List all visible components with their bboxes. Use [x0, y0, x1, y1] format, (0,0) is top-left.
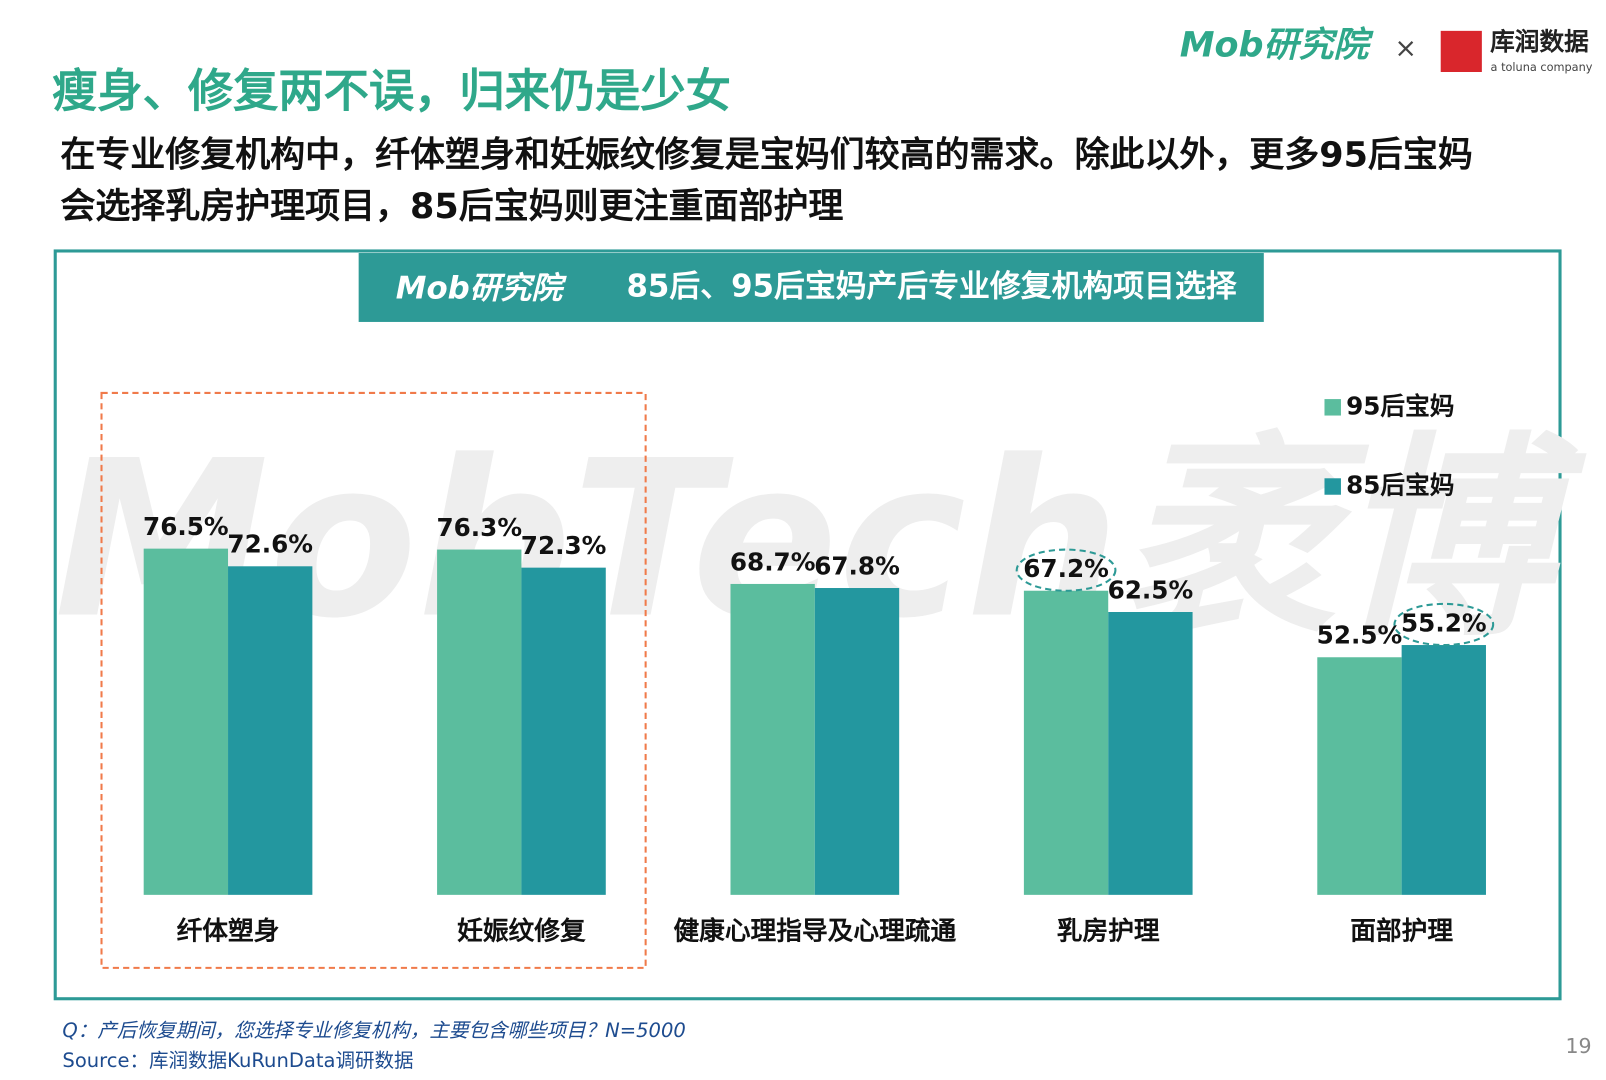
logo-mark: [1440, 30, 1482, 72]
data-label: 72.6%: [227, 530, 313, 559]
highlight-box: [100, 391, 647, 969]
subtitle-line: 在专业修复机构中，纤体塑身和妊娠纹修复是宝妈们较高的需求。除此以外，更多95后宝…: [60, 135, 1472, 175]
data-label: 68.7%: [730, 547, 816, 576]
bar: [228, 566, 313, 895]
plot: 纤体塑身 76.5%72.6% 妊娠纹修复 76.3%72.3% 健康心理指导及心理疏通…: [143, 391, 1495, 946]
data-label: 52.5%: [1317, 621, 1403, 650]
legend-swatch: [1324, 478, 1341, 495]
bar: [437, 549, 522, 895]
slide-title: 瘦身、修复两不误，归来仍是少女: [52, 65, 731, 118]
x-tick-label: 纤体塑身: [177, 916, 280, 946]
bar: [521, 567, 606, 895]
data-label: 76.5%: [143, 512, 229, 541]
label-highlight: [1015, 548, 1117, 592]
legend-swatch: [1324, 399, 1341, 416]
chart-title: 85后、95后宝妈产后专业修复机构项目选择: [626, 269, 1237, 305]
bar: [1401, 645, 1486, 895]
chart-frame: [53, 249, 1562, 1001]
x-tick-label: 健康心理指导及心理疏通: [673, 915, 956, 946]
data-label: 76.3%: [436, 513, 522, 542]
logo-sub: a toluna company: [1491, 61, 1593, 74]
bar: [1108, 612, 1193, 895]
bar: [1023, 590, 1109, 895]
data-label: 72.3%: [521, 531, 607, 560]
footnote-source: Source：库润数据KuRunData调研数据: [62, 1049, 413, 1072]
data-label: 67.8%: [814, 551, 900, 580]
legend-label: 95后宝妈: [1346, 391, 1454, 420]
legend-label: 85后宝妈: [1346, 471, 1454, 500]
label-highlight: [1393, 602, 1495, 647]
data-label: 55.2%: [1401, 608, 1487, 637]
x-tick-label: 面部护理: [1350, 916, 1453, 946]
subtitle-line: 会选择乳房护理项目，85后宝妈则更注重面部护理: [60, 187, 843, 227]
footnote-question: Q：产后恢复期间，您选择专业修复机构，主要包含哪些项目？N=5000: [62, 1019, 685, 1042]
logo-mob: Mob研究院: [1180, 25, 1375, 65]
x-tick-label: 妊娠纹修复: [457, 915, 586, 946]
logo-separator: ×: [1395, 33, 1417, 64]
page-number: 19: [1565, 1034, 1591, 1058]
data-label: 67.2%: [1023, 554, 1109, 583]
bar: [730, 583, 815, 895]
data-label: 62.5%: [1108, 575, 1194, 604]
bar: [814, 588, 900, 895]
banner-brand: Mob研究院: [396, 271, 568, 307]
chart-banner: [358, 253, 1264, 322]
bar: [143, 548, 229, 895]
x-tick-label: 乳房护理: [1057, 916, 1160, 946]
logo-kurun: 库润数据: [1490, 27, 1589, 56]
bar: [1317, 657, 1402, 895]
